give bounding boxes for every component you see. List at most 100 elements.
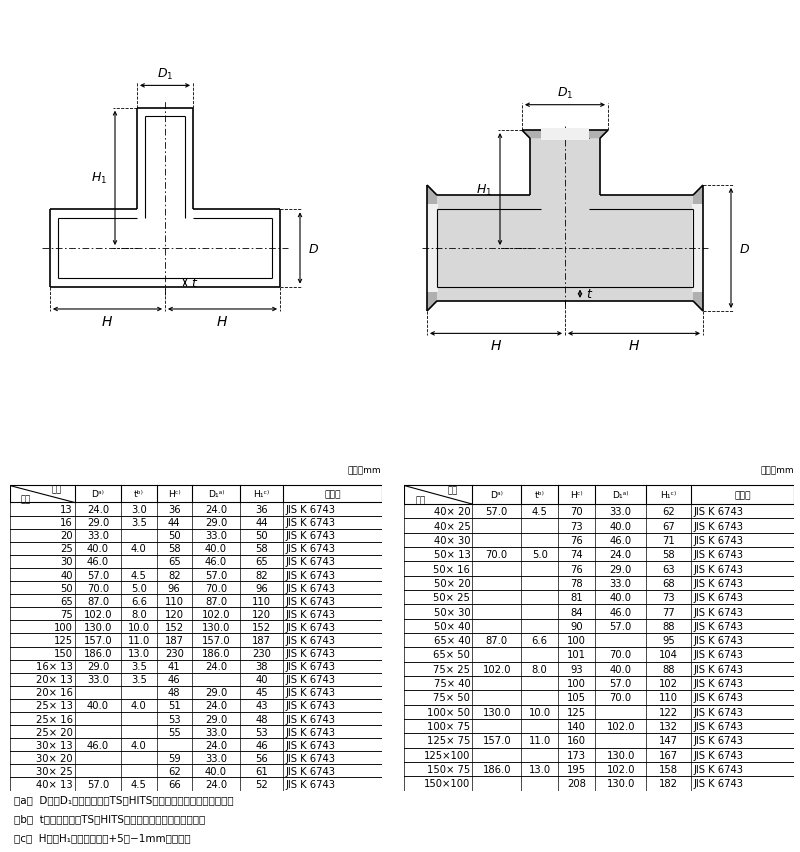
Text: Dᵃ⁾: Dᵃ⁾ (490, 491, 503, 499)
Text: 82: 82 (255, 570, 268, 580)
Text: 30: 30 (60, 556, 73, 567)
Text: JIS K 6743: JIS K 6743 (694, 535, 743, 545)
Text: JIS K 6743: JIS K 6743 (694, 507, 743, 516)
Text: JIS K 6743: JIS K 6743 (286, 753, 335, 763)
Text: 96: 96 (255, 583, 268, 593)
Text: $H$: $H$ (628, 339, 640, 353)
Text: 25× 16: 25× 16 (36, 714, 73, 723)
Text: 84: 84 (570, 607, 583, 617)
Text: 186.0: 186.0 (84, 648, 112, 659)
Text: 66: 66 (168, 779, 181, 789)
Text: 29.0: 29.0 (87, 517, 109, 527)
Text: 102.0: 102.0 (202, 609, 230, 619)
Text: 5.0: 5.0 (532, 550, 548, 560)
Text: 41: 41 (168, 661, 181, 671)
Text: $H$: $H$ (490, 339, 502, 353)
Text: 70.0: 70.0 (205, 583, 227, 593)
Text: JIS K 6743: JIS K 6743 (694, 707, 743, 717)
Text: 157.0: 157.0 (202, 636, 230, 645)
Text: JIS K 6743: JIS K 6743 (694, 764, 743, 774)
Text: 93: 93 (570, 664, 583, 674)
Text: 8.0: 8.0 (131, 609, 146, 619)
Text: 20× 13: 20× 13 (36, 675, 73, 684)
Text: 95: 95 (662, 636, 675, 646)
Text: 71: 71 (662, 535, 675, 545)
Text: 130.0: 130.0 (84, 622, 112, 632)
Text: 46.0: 46.0 (87, 740, 109, 750)
Text: 59: 59 (168, 753, 181, 763)
Text: 63: 63 (662, 564, 675, 574)
Text: 11.0: 11.0 (529, 735, 550, 746)
Text: 24.0: 24.0 (205, 700, 227, 711)
Text: 147: 147 (659, 735, 678, 746)
Text: 3.5: 3.5 (131, 661, 147, 671)
Text: 68: 68 (662, 579, 675, 588)
Text: 101: 101 (567, 650, 586, 659)
Text: D₁ᵃ⁾: D₁ᵃ⁾ (208, 490, 224, 499)
Text: 43: 43 (255, 700, 268, 711)
Text: 40× 13: 40× 13 (36, 779, 73, 789)
Text: 4.0: 4.0 (131, 700, 146, 711)
Text: 44: 44 (168, 517, 181, 527)
Text: 50× 13: 50× 13 (434, 550, 470, 560)
Text: 50× 30: 50× 30 (434, 607, 470, 617)
Text: 100× 50: 100× 50 (427, 707, 470, 717)
Text: 10.0: 10.0 (529, 707, 550, 717)
Text: 46.0: 46.0 (610, 535, 632, 545)
Text: JIS K 6743: JIS K 6743 (286, 727, 335, 737)
Text: 57.0: 57.0 (486, 507, 508, 516)
Text: 40.0: 40.0 (610, 592, 632, 602)
Text: 30× 25: 30× 25 (36, 766, 73, 776)
Text: 65: 65 (168, 556, 181, 567)
Text: 46.0: 46.0 (610, 607, 632, 617)
Text: 6.6: 6.6 (532, 636, 548, 646)
Text: 33.0: 33.0 (87, 531, 109, 540)
Text: Dᵃ⁾: Dᵃ⁾ (91, 490, 104, 499)
Text: 70.0: 70.0 (610, 650, 632, 659)
Text: 4.0: 4.0 (131, 544, 146, 554)
Text: 24.0: 24.0 (610, 550, 632, 560)
Text: 3.5: 3.5 (131, 675, 147, 684)
Text: 150: 150 (54, 648, 73, 659)
Text: 13.0: 13.0 (529, 764, 550, 774)
Text: 40.0: 40.0 (87, 544, 109, 554)
Text: 70.0: 70.0 (87, 583, 109, 593)
Text: 76: 76 (570, 564, 583, 574)
Text: 96: 96 (168, 583, 181, 593)
Text: 120: 120 (165, 609, 184, 619)
Text: $H$: $H$ (102, 314, 114, 329)
Text: 102: 102 (659, 678, 678, 688)
Text: 110: 110 (165, 596, 184, 606)
Text: 50: 50 (60, 583, 73, 593)
Text: 65× 40: 65× 40 (434, 636, 470, 646)
Text: 100: 100 (567, 678, 586, 688)
Text: 8.0: 8.0 (532, 664, 547, 674)
Text: JIS K 6743: JIS K 6743 (694, 579, 743, 588)
Text: JIS K 6743: JIS K 6743 (694, 693, 743, 703)
Text: 125× 75: 125× 75 (427, 735, 470, 746)
Text: 100: 100 (54, 622, 73, 632)
Text: 186.0: 186.0 (482, 764, 511, 774)
Text: $D$: $D$ (308, 242, 319, 256)
Text: JIS K 6743: JIS K 6743 (286, 688, 335, 698)
Text: 75× 40: 75× 40 (434, 678, 470, 688)
Text: 46: 46 (168, 675, 181, 684)
Text: 132: 132 (659, 722, 678, 731)
Text: JIS K 6743: JIS K 6743 (694, 722, 743, 731)
Text: 88: 88 (662, 621, 674, 631)
Text: 13: 13 (60, 504, 73, 515)
Text: 57.0: 57.0 (610, 621, 632, 631)
Text: 87.0: 87.0 (486, 636, 508, 646)
Text: 125: 125 (54, 636, 73, 645)
Text: 40× 25: 40× 25 (434, 521, 470, 531)
Text: 187: 187 (165, 636, 184, 645)
Text: 61: 61 (255, 766, 268, 776)
Text: 150×100: 150×100 (424, 779, 470, 788)
Text: 29.0: 29.0 (610, 564, 632, 574)
Text: 29.0: 29.0 (205, 517, 227, 527)
Text: 208: 208 (567, 779, 586, 788)
Text: 87.0: 87.0 (87, 596, 109, 606)
Text: 53: 53 (168, 714, 181, 723)
Text: 102.0: 102.0 (606, 764, 635, 774)
Text: JIS K 6743: JIS K 6743 (694, 735, 743, 746)
